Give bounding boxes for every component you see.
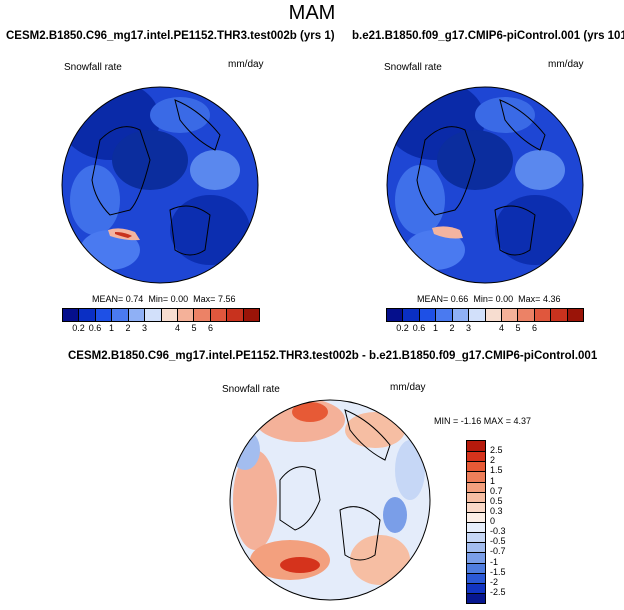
colorbar-swatch — [63, 309, 79, 321]
diff-colorbar-swatch — [467, 461, 485, 472]
diff-colorbar-swatch — [467, 511, 485, 522]
diff-units-label: mm/day — [390, 382, 426, 393]
diff-colorbar-tick-label: -0.7 — [490, 546, 506, 557]
panel2-variable-label: Snowfall rate — [384, 62, 442, 73]
colorbar-tick-label: 1 — [432, 323, 439, 333]
colorbar-swatch — [160, 309, 177, 321]
colorbar-tick-label: 3 — [465, 323, 472, 333]
colorbar-swatch — [242, 309, 260, 321]
colorbar-swatch — [484, 309, 501, 321]
diff-colorbar-swatch — [467, 592, 485, 603]
diff-colorbar-tick-label: 0.3 — [490, 505, 503, 516]
panel2-units-label: mm/day — [548, 59, 584, 70]
colorbar-swatch — [402, 309, 419, 321]
diff-colorbar-swatch — [467, 562, 485, 573]
diff-colorbar-swatch — [467, 582, 485, 593]
colorbar-tick-label: 0.6 — [412, 323, 426, 333]
colorbar-swatch — [533, 309, 551, 321]
diff-colorbar-labels: 2.5 2 1.5 1 0.7 0.5 0.3 0 -0.3 -0.5 -0.7 -1 -1.5 -2 -2… — [490, 440, 530, 602]
diff-colorbar-tick-label: -0.3 — [490, 526, 506, 537]
colorbar-tick-label: 0.2 — [396, 323, 409, 333]
colorbar-swatch — [127, 309, 145, 321]
colorbar-swatch — [418, 309, 436, 321]
panel1-units-label: mm/day — [228, 59, 264, 70]
diff-colorbar-swatch — [467, 532, 485, 543]
diff-colorbar-swatch — [467, 542, 485, 553]
colorbar-tick-label: 5 — [191, 323, 197, 333]
colorbar-swatch — [144, 309, 161, 321]
diff-colorbar-swatch — [467, 522, 485, 533]
diff-colorbar-tick-label: 1 — [490, 475, 496, 486]
diff-colorbar-tick-label: 0.7 — [490, 485, 503, 496]
diff-colorbar-swatch — [467, 481, 485, 492]
diff-colorbar-swatch — [467, 501, 485, 512]
colorbar-swatch — [176, 309, 194, 321]
colorbar-swatch — [226, 309, 243, 321]
colorbar-swatch — [468, 309, 485, 321]
panel2-stats: MEAN= 0.66 Min= 0.00 Max= 4.36 — [417, 294, 561, 304]
diff-title: CESM2.B1850.C96_mg17.intel.PE1152.THR3.t… — [68, 350, 598, 362]
colorbar-tick-label: 2 — [449, 323, 455, 333]
colorbar-swatch — [78, 309, 95, 321]
diff-colorbar — [466, 440, 486, 604]
diff-minmax: MIN = -1.16 MAX = 4.37 — [434, 416, 532, 426]
diff-colorbar-tick-label: -1.5 — [490, 566, 506, 577]
diff-colorbar-tick-label: -2 — [490, 576, 499, 587]
colorbar-tick-label: 1 — [108, 323, 115, 333]
colorbar-swatch — [550, 309, 567, 321]
diff-variable-label: Snowfall rate — [222, 384, 280, 395]
diff-colorbar-tick-label: 0.5 — [490, 495, 503, 506]
diff-colorbar-tick-label: -1 — [490, 556, 499, 567]
colorbar-tick-label: 2 — [125, 323, 131, 333]
panel2-colorbar — [386, 308, 584, 322]
colorbar-tick-label: 3 — [141, 323, 148, 333]
colorbar-swatch — [387, 309, 403, 321]
diff-colorbar-tick-label: 2.5 — [490, 445, 503, 456]
colorbar-swatch — [566, 309, 584, 321]
colorbar-tick-label: 4 — [498, 323, 505, 333]
colorbar-tick-label: 5 — [515, 323, 521, 333]
panel1-title: CESM2.B1850.C96_mg17.intel.PE1152.THR3.t… — [6, 30, 335, 42]
panel1-colorbar-labels: 0.2 0.6 1 2 3 4 5 6 — [62, 323, 260, 335]
colorbar-tick-label: 6 — [207, 323, 214, 333]
diff-colorbar-swatch — [467, 491, 485, 502]
diff-colorbar-swatch — [467, 471, 485, 482]
diff-colorbar-swatch — [467, 441, 485, 452]
diff-colorbar-swatch — [467, 552, 485, 563]
diff-colorbar-tick-label: 2 — [490, 455, 496, 466]
colorbar-swatch — [94, 309, 112, 321]
diff-colorbar-swatch — [467, 572, 485, 583]
diff-colorbar-tick-label: -0.5 — [490, 536, 506, 547]
colorbar-tick-label: 0.6 — [88, 323, 102, 333]
diff-colorbar-swatch — [467, 451, 485, 462]
panel1-colorbar — [62, 308, 260, 322]
panel1-variable-label: Snowfall rate — [64, 62, 122, 73]
colorbar-swatch — [435, 309, 452, 321]
colorbar-tick-label: 0.2 — [72, 323, 85, 333]
panel1-stats: MEAN= 0.74 Min= 0.00 Max= 7.56 — [92, 294, 236, 304]
diff-colorbar-tick-label: 0 — [490, 516, 496, 526]
colorbar-swatch — [451, 309, 469, 321]
colorbar-swatch — [500, 309, 518, 321]
colorbar-tick-label: 4 — [174, 323, 181, 333]
colorbar-swatch — [111, 309, 128, 321]
panel2-title: b.e21.B1850.f09_g17.CMIP6-piControl.001 … — [352, 30, 624, 42]
panel2-colorbar-labels: 0.2 0.6 1 2 3 4 5 6 — [386, 323, 584, 335]
diff-colorbar-tick-label: 1.5 — [490, 465, 503, 476]
colorbar-swatch — [193, 309, 210, 321]
colorbar-swatch — [517, 309, 534, 321]
panel1-coastline-na — [91, 126, 151, 216]
colorbar-swatch — [209, 309, 227, 321]
colorbar-tick-label: 6 — [531, 323, 538, 333]
diff-colorbar-tick-label: -2.5 — [490, 586, 506, 597]
page-title: MAM — [288, 2, 336, 24]
panel1-coastline-eu — [169, 205, 211, 256]
